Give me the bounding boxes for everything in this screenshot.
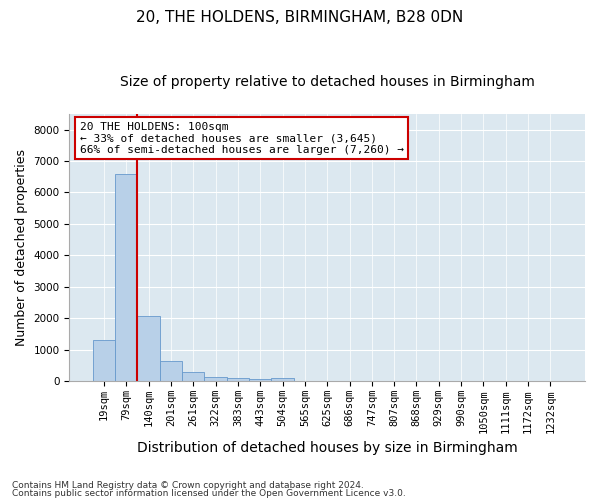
Y-axis label: Number of detached properties: Number of detached properties xyxy=(15,149,28,346)
Text: Contains HM Land Registry data © Crown copyright and database right 2024.: Contains HM Land Registry data © Crown c… xyxy=(12,481,364,490)
Bar xyxy=(160,361,182,382)
Bar xyxy=(249,380,271,382)
Bar xyxy=(182,372,205,382)
Text: 20, THE HOLDENS, BIRMINGHAM, B28 0DN: 20, THE HOLDENS, BIRMINGHAM, B28 0DN xyxy=(136,10,464,25)
Bar xyxy=(227,378,249,382)
Text: 20 THE HOLDENS: 100sqm
← 33% of detached houses are smaller (3,645)
66% of semi-: 20 THE HOLDENS: 100sqm ← 33% of detached… xyxy=(80,122,404,155)
Bar xyxy=(93,340,115,382)
Bar xyxy=(205,377,227,382)
X-axis label: Distribution of detached houses by size in Birmingham: Distribution of detached houses by size … xyxy=(137,441,518,455)
Bar xyxy=(271,378,294,382)
Title: Size of property relative to detached houses in Birmingham: Size of property relative to detached ho… xyxy=(120,75,535,89)
Bar xyxy=(137,316,160,382)
Bar xyxy=(115,174,137,382)
Text: Contains public sector information licensed under the Open Government Licence v3: Contains public sector information licen… xyxy=(12,488,406,498)
